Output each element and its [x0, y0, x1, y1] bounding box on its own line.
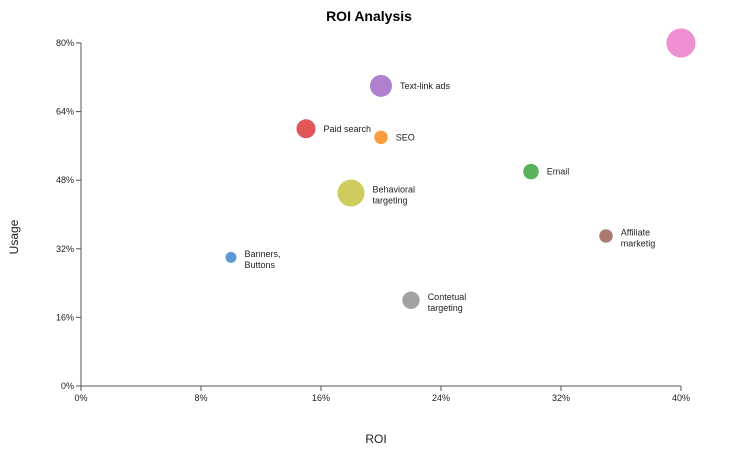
- y-tick-label: 48%: [56, 175, 74, 185]
- y-tick-label: 16%: [56, 312, 74, 322]
- axes: 0% 8% 16% 24% 32% 40% 0% 16% 32% 48% 64% 80%: [56, 38, 690, 403]
- data-point: [666, 28, 696, 58]
- data-point: [523, 163, 539, 180]
- x-tick-label: 8%: [194, 393, 207, 403]
- data-label-line: Contetual: [428, 292, 467, 302]
- x-tick-label: 24%: [432, 393, 450, 403]
- data-label-line: Behavioral: [372, 185, 415, 195]
- data-point: [296, 119, 316, 139]
- data-label: Banners, Buttons: [245, 249, 281, 270]
- y-axis-label: Usage: [7, 219, 21, 254]
- data-label-line: Banners,: [245, 249, 281, 259]
- data-label: SEO: [396, 132, 415, 142]
- data-label: Affiliate marketig: [621, 227, 656, 248]
- data-point: [337, 179, 365, 207]
- data-point: [225, 251, 237, 263]
- y-tick-label: 32%: [56, 244, 74, 254]
- x-axis-label: ROI: [365, 432, 386, 446]
- x-tick-label: 0%: [74, 393, 87, 403]
- data-label-line: Buttons: [245, 260, 276, 270]
- data-label: Contetual targeting: [428, 292, 467, 313]
- data-points: [225, 28, 696, 309]
- data-label-line: Paid search: [324, 124, 372, 134]
- y-tick-label: 64%: [56, 107, 74, 117]
- chart-title: ROI Analysis: [326, 8, 412, 24]
- data-label-line: Affiliate: [621, 227, 650, 237]
- y-tick-label: 0%: [61, 381, 74, 391]
- data-label-line: SEO: [396, 132, 415, 142]
- data-label-line: Email: [547, 167, 570, 177]
- y-tick-label: 80%: [56, 38, 74, 48]
- data-label-line: Text-link ads: [400, 81, 451, 91]
- x-tick-label: 32%: [552, 393, 570, 403]
- data-label: Text-link ads: [400, 81, 451, 91]
- data-point: [599, 229, 613, 243]
- x-tick-label: 40%: [672, 393, 690, 403]
- data-label-line: targeting: [372, 196, 407, 206]
- data-label: Email: [547, 167, 570, 177]
- x-tick-label: 16%: [312, 393, 330, 403]
- data-label: Behavioral targeting: [372, 185, 415, 206]
- data-label-line: marketig: [621, 238, 656, 248]
- data-point: [374, 130, 388, 145]
- data-point: [370, 74, 392, 97]
- data-label-line: targeting: [428, 303, 463, 313]
- data-label: Paid search: [324, 124, 372, 134]
- data-point: [402, 291, 420, 309]
